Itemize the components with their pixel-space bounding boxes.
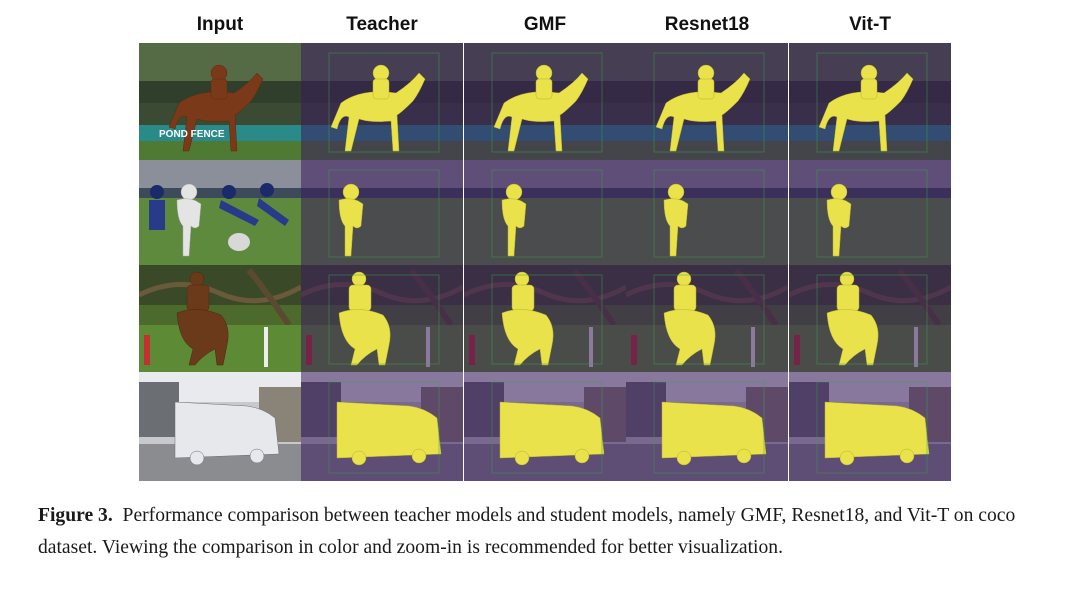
grid-cell-horse-jump-resnet18 bbox=[626, 43, 788, 160]
thumbnail-image bbox=[626, 43, 788, 160]
thumbnail-image bbox=[464, 265, 626, 372]
column-title-teacher: Teacher bbox=[346, 14, 418, 35]
figure-image-grid: POND FENCE bbox=[139, 43, 951, 481]
thumbnail-image bbox=[626, 160, 788, 265]
thumbnail-image bbox=[626, 372, 788, 481]
column-title-resnet18: Resnet18 bbox=[664, 14, 750, 35]
thumbnail-image bbox=[626, 265, 788, 372]
grid-cell-horse-cross-teacher bbox=[301, 265, 463, 372]
thumbnail-image bbox=[789, 160, 951, 265]
grid-cell-horse-cross-vit-t bbox=[789, 265, 951, 372]
grid-cell-bus-gmf bbox=[464, 372, 626, 481]
thumbnail-image bbox=[301, 43, 463, 160]
grid-cell-bus-teacher bbox=[301, 372, 463, 481]
grid-cell-football-resnet18 bbox=[626, 160, 788, 265]
thumbnail-image bbox=[464, 43, 626, 160]
grid-cell-horse-jump-gmf bbox=[464, 43, 626, 160]
grid-cell-horse-cross-gmf bbox=[464, 265, 626, 372]
grid-cell-horse-jump-vit-t bbox=[789, 43, 951, 160]
thumbnail-image bbox=[789, 372, 951, 481]
thumbnail-image bbox=[464, 160, 626, 265]
column-title-vit-t: Vit-T bbox=[849, 14, 891, 35]
grid-cell-football-gmf bbox=[464, 160, 626, 265]
figure-caption-text: Performance comparison between teacher m… bbox=[38, 505, 1016, 558]
grid-cell-horse-cross-resnet18 bbox=[626, 265, 788, 372]
grid-cell-horse-jump-teacher bbox=[301, 43, 463, 160]
thumbnail-image: POND FENCE bbox=[139, 43, 301, 160]
grid-cell-football-input bbox=[139, 160, 301, 265]
thumbnail-image bbox=[464, 372, 626, 481]
grid-cell-football-vit-t bbox=[789, 160, 951, 265]
thumbnail-image bbox=[139, 265, 301, 372]
figure-caption-label: Figure 3. bbox=[38, 505, 113, 526]
thumbnail-image bbox=[301, 265, 463, 372]
figure-caption: Figure 3. Performance comparison between… bbox=[38, 500, 1048, 564]
grid-cell-football-teacher bbox=[301, 160, 463, 265]
grid-cell-bus-input bbox=[139, 372, 301, 481]
thumbnail-image bbox=[139, 160, 301, 265]
grid-cell-horse-jump-input: POND FENCE bbox=[139, 43, 301, 160]
column-header-row: Input Teacher GMF Resnet18 Vit-T bbox=[139, 14, 951, 42]
grid-cell-horse-cross-input bbox=[139, 265, 301, 372]
thumbnail-image bbox=[789, 265, 951, 372]
grid-cell-bus-vit-t bbox=[789, 372, 951, 481]
svg-text:POND FENCE: POND FENCE bbox=[159, 129, 225, 140]
thumbnail-image bbox=[301, 372, 463, 481]
column-title-input: Input bbox=[196, 14, 244, 35]
grid-cell-bus-resnet18 bbox=[626, 372, 788, 481]
column-title-gmf: GMF bbox=[523, 14, 567, 35]
thumbnail-image bbox=[301, 160, 463, 265]
thumbnail-image bbox=[139, 372, 301, 481]
thumbnail-image bbox=[789, 43, 951, 160]
